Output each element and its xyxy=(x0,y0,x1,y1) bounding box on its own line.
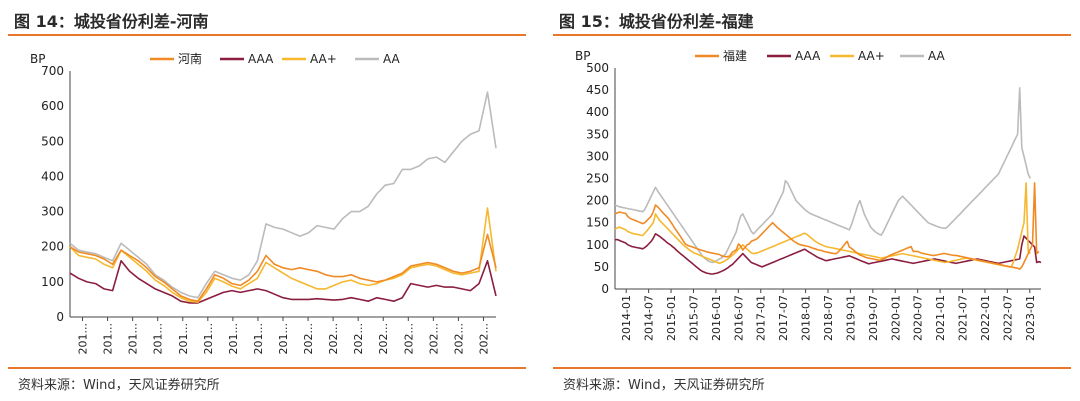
y-tick-label: 0 xyxy=(56,310,64,324)
x-tick-label: 201... xyxy=(152,323,165,355)
y-tick-label: 250 xyxy=(586,172,609,186)
series-line-aaa xyxy=(69,260,497,304)
x-tick-label: 2016-07 xyxy=(732,295,745,341)
x-tick-label: 202... xyxy=(352,323,365,355)
x-tick-label: 2018-01 xyxy=(800,295,813,341)
legend-label: AA xyxy=(383,52,401,66)
x-tick-label: 202... xyxy=(402,323,415,355)
chart-title: 图 14：城投省份利差-河南 xyxy=(14,12,209,31)
x-tick-label: 2018-07 xyxy=(822,295,835,341)
chart-title: 图 15：城投省份利差-福建 xyxy=(559,12,754,31)
legend-label: AAA xyxy=(795,49,821,63)
y-tick-label: 200 xyxy=(586,194,609,208)
x-tick-label: 201... xyxy=(177,323,190,355)
y-tick-label: 0 xyxy=(601,282,609,296)
y-tick-label: 200 xyxy=(41,240,64,254)
x-tick-label: 2021-07 xyxy=(957,295,970,341)
x-tick-label: 202... xyxy=(327,323,340,355)
x-tick-label: 201... xyxy=(252,323,265,355)
y-tick-label: 300 xyxy=(586,149,609,163)
legend-label: 福建 xyxy=(723,48,747,63)
x-tick-label: 201... xyxy=(227,323,240,355)
y-tick-label: 500 xyxy=(586,61,609,75)
x-tick-label: 202... xyxy=(477,323,490,355)
chart-panel-fujian: 图 15：城投省份利差-福建 BP 0 50 100 150 200 250 300 350 40… xyxy=(545,0,1080,401)
source-note: 资料来源：Wind，天风证券研究所 xyxy=(563,378,765,393)
x-tick-label: 2017-01 xyxy=(755,295,768,341)
x-tick-label: 201... xyxy=(202,323,215,355)
series-line-aa-plus xyxy=(69,207,497,304)
series-line-province xyxy=(614,182,1040,270)
source-note: 资料来源：Wind，天风证券研究所 xyxy=(18,378,220,393)
x-tick-label: 2017-07 xyxy=(777,295,790,341)
y-tick-label: 300 xyxy=(41,205,64,219)
x-tick-label: 202... xyxy=(377,323,390,355)
x-tick-label: 2019-07 xyxy=(867,295,880,341)
x-tick-label: 2016-01 xyxy=(710,295,723,341)
x-tick-label: 2022-07 xyxy=(1001,295,1014,341)
x-tick-label: 2014-07 xyxy=(643,295,656,341)
y-axis-label: BP xyxy=(575,49,590,63)
x-tick-label: 201... xyxy=(277,323,290,355)
x-tick-label: 202... xyxy=(302,323,315,355)
y-tick-label: 600 xyxy=(41,99,64,113)
y-tick-label: 350 xyxy=(586,127,609,141)
x-tick-label: 2015-07 xyxy=(687,295,700,341)
x-tick-label: 201... xyxy=(77,323,90,355)
y-tick-label: 50 xyxy=(594,260,609,274)
y-tick-label: 100 xyxy=(41,275,64,289)
x-tick-label: 2020-07 xyxy=(912,295,925,341)
title-rule xyxy=(8,34,526,36)
x-tick-label: 2022-01 xyxy=(979,295,992,341)
x-tick-label: 2015-01 xyxy=(665,295,678,341)
y-tick-label: 500 xyxy=(41,134,64,148)
legend-label: AAA xyxy=(248,52,274,66)
line-chart-henan: BP 0 100 200 300 400 500 600 700 201... 201... 201.… xyxy=(30,51,497,355)
y-axis-label: BP xyxy=(30,52,45,66)
series-line-province xyxy=(69,233,497,303)
x-tick-label: 2023-01 xyxy=(1024,295,1037,341)
x-tick-label: 2020-01 xyxy=(889,295,902,341)
y-tick-label: 400 xyxy=(586,105,609,119)
series-line-aa xyxy=(69,91,497,299)
x-tick-label: 201... xyxy=(102,323,115,355)
legend-label: AA+ xyxy=(858,49,885,63)
y-tick-label: 700 xyxy=(41,64,64,78)
legend-label: AA+ xyxy=(310,52,337,66)
title-rule xyxy=(553,34,1071,36)
x-tick-label: 2021-01 xyxy=(934,295,947,341)
x-tick-label: 202... xyxy=(427,323,440,355)
x-tick-label: 2019-01 xyxy=(844,295,857,341)
source-rule xyxy=(553,367,1071,369)
y-tick-label: 400 xyxy=(41,169,64,183)
series-line-aaa xyxy=(614,233,1042,275)
legend-label: AA xyxy=(928,49,946,63)
y-tick-label: 100 xyxy=(586,238,609,252)
chart-panel-henan: 图 14：城投省份利差-河南 BP 0 100 200 300 400 500 600 700 2… xyxy=(0,0,535,401)
x-tick-label: 202... xyxy=(452,323,465,355)
y-tick-label: 150 xyxy=(586,216,609,230)
y-tick-label: 450 xyxy=(586,83,609,97)
x-tick-label: 201... xyxy=(127,323,140,355)
line-chart-fujian: BP 0 50 100 150 200 250 300 350 400 450 500 2014-01 2… xyxy=(575,48,1042,341)
series-line-aa xyxy=(614,87,1032,264)
source-rule xyxy=(8,367,526,369)
series-line-aa-plus xyxy=(614,182,1031,268)
legend-label: 河南 xyxy=(178,51,202,66)
x-tick-label: 2014-01 xyxy=(620,295,633,341)
